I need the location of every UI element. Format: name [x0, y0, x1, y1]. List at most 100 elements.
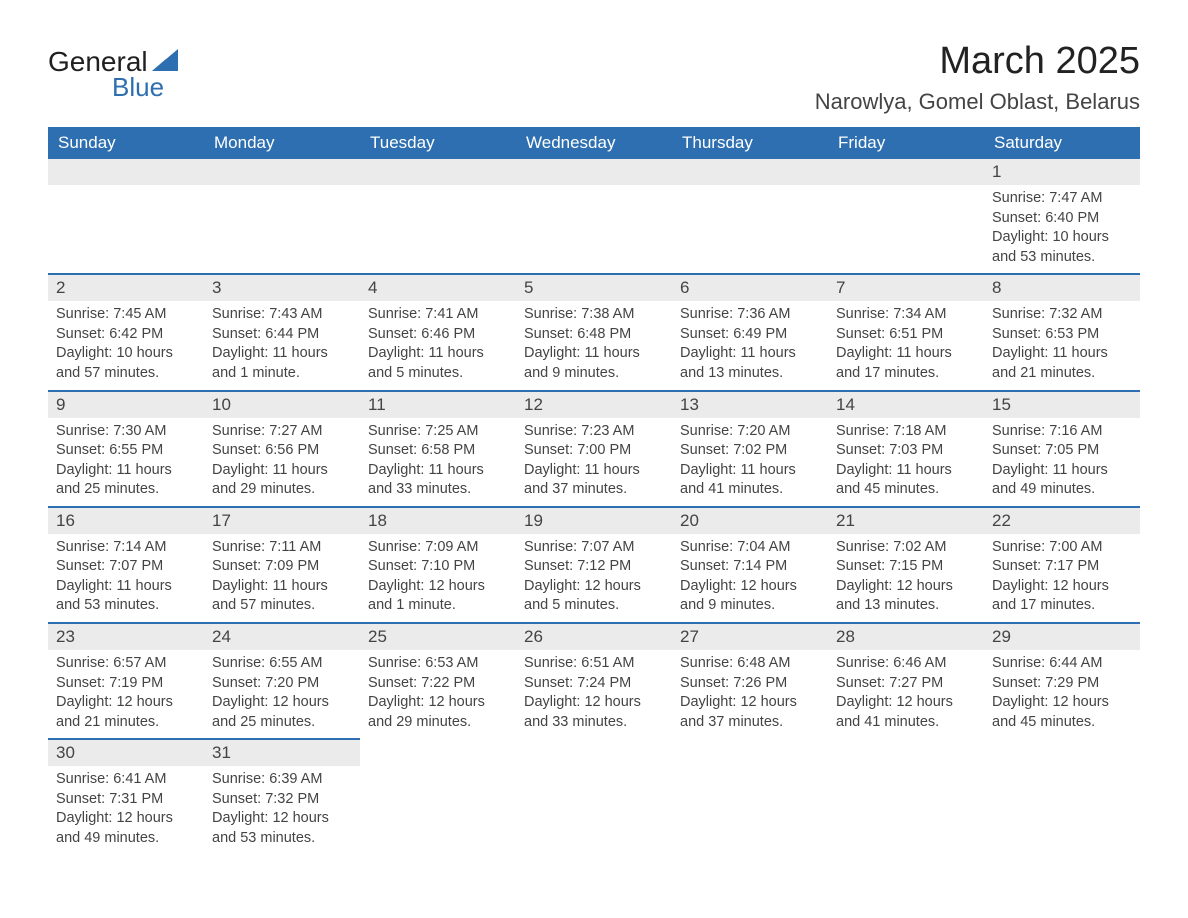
sunset-line: Sunset: 6:48 PM	[524, 325, 664, 345]
day-number	[516, 159, 672, 185]
dl1-line: Daylight: 12 hours	[680, 577, 820, 597]
calendar-day-cell: 20Sunrise: 7:04 AMSunset: 7:14 PMDayligh…	[672, 507, 828, 623]
dl2-line: and 49 minutes.	[992, 480, 1132, 500]
weekday-header: Monday	[204, 127, 360, 159]
day-number: 4	[360, 275, 516, 301]
calendar-day-cell: 26Sunrise: 6:51 AMSunset: 7:24 PMDayligh…	[516, 623, 672, 739]
day-number: 31	[204, 740, 360, 766]
location-subtitle: Narowlya, Gomel Oblast, Belarus	[815, 89, 1140, 115]
sunset-line: Sunset: 6:58 PM	[368, 441, 508, 461]
sunset-line: Sunset: 7:29 PM	[992, 674, 1132, 694]
dl2-line: and 33 minutes.	[524, 713, 664, 733]
day-details: Sunrise: 7:32 AMSunset: 6:53 PMDaylight:…	[984, 301, 1140, 389]
day-number: 29	[984, 624, 1140, 650]
day-details: Sunrise: 7:25 AMSunset: 6:58 PMDaylight:…	[360, 418, 516, 506]
dl1-line: Daylight: 12 hours	[212, 693, 352, 713]
sunset-line: Sunset: 7:32 PM	[212, 790, 352, 810]
dl1-line: Daylight: 12 hours	[992, 693, 1132, 713]
sunrise-line: Sunrise: 7:41 AM	[368, 305, 508, 325]
day-number: 17	[204, 508, 360, 534]
dl1-line: Daylight: 11 hours	[56, 577, 196, 597]
day-details: Sunrise: 7:20 AMSunset: 7:02 PMDaylight:…	[672, 418, 828, 506]
calendar-day-cell	[204, 159, 360, 274]
calendar-day-cell	[828, 739, 984, 854]
sunset-line: Sunset: 7:31 PM	[56, 790, 196, 810]
sunrise-line: Sunrise: 7:27 AM	[212, 422, 352, 442]
dl1-line: Daylight: 12 hours	[836, 577, 976, 597]
calendar-week-row: 30Sunrise: 6:41 AMSunset: 7:31 PMDayligh…	[48, 739, 1140, 854]
sunset-line: Sunset: 7:14 PM	[680, 557, 820, 577]
dl2-line: and 17 minutes.	[836, 364, 976, 384]
weekday-header: Thursday	[672, 127, 828, 159]
dl1-line: Daylight: 12 hours	[680, 693, 820, 713]
day-number: 11	[360, 392, 516, 418]
sunrise-line: Sunrise: 7:02 AM	[836, 538, 976, 558]
sunrise-line: Sunrise: 7:47 AM	[992, 189, 1132, 209]
calendar-day-cell: 31Sunrise: 6:39 AMSunset: 7:32 PMDayligh…	[204, 739, 360, 854]
calendar-day-cell: 4Sunrise: 7:41 AMSunset: 6:46 PMDaylight…	[360, 274, 516, 390]
day-details: Sunrise: 7:34 AMSunset: 6:51 PMDaylight:…	[828, 301, 984, 389]
day-number	[360, 159, 516, 185]
dl2-line: and 9 minutes.	[680, 596, 820, 616]
day-number	[516, 739, 672, 765]
calendar-day-cell: 9Sunrise: 7:30 AMSunset: 6:55 PMDaylight…	[48, 391, 204, 507]
sunset-line: Sunset: 7:27 PM	[836, 674, 976, 694]
day-number: 24	[204, 624, 360, 650]
dl2-line: and 29 minutes.	[368, 713, 508, 733]
sunset-line: Sunset: 7:00 PM	[524, 441, 664, 461]
dl1-line: Daylight: 11 hours	[56, 461, 196, 481]
day-details: Sunrise: 6:39 AMSunset: 7:32 PMDaylight:…	[204, 766, 360, 854]
day-number: 3	[204, 275, 360, 301]
weekday-header-row: Sunday Monday Tuesday Wednesday Thursday…	[48, 127, 1140, 159]
calendar-day-cell	[360, 739, 516, 854]
day-details: Sunrise: 6:57 AMSunset: 7:19 PMDaylight:…	[48, 650, 204, 738]
sunset-line: Sunset: 6:56 PM	[212, 441, 352, 461]
day-number: 30	[48, 740, 204, 766]
dl2-line: and 9 minutes.	[524, 364, 664, 384]
day-number: 25	[360, 624, 516, 650]
sunset-line: Sunset: 7:03 PM	[836, 441, 976, 461]
calendar-day-cell: 11Sunrise: 7:25 AMSunset: 6:58 PMDayligh…	[360, 391, 516, 507]
sunrise-line: Sunrise: 7:36 AM	[680, 305, 820, 325]
sunrise-line: Sunrise: 6:53 AM	[368, 654, 508, 674]
sunset-line: Sunset: 7:07 PM	[56, 557, 196, 577]
dl1-line: Daylight: 12 hours	[212, 809, 352, 829]
sunset-line: Sunset: 6:55 PM	[56, 441, 196, 461]
calendar-day-cell: 29Sunrise: 6:44 AMSunset: 7:29 PMDayligh…	[984, 623, 1140, 739]
dl1-line: Daylight: 11 hours	[524, 461, 664, 481]
day-details: Sunrise: 6:55 AMSunset: 7:20 PMDaylight:…	[204, 650, 360, 738]
calendar-day-cell	[828, 159, 984, 274]
day-details: Sunrise: 7:02 AMSunset: 7:15 PMDaylight:…	[828, 534, 984, 622]
sunrise-line: Sunrise: 7:38 AM	[524, 305, 664, 325]
day-number: 5	[516, 275, 672, 301]
dl2-line: and 49 minutes.	[56, 829, 196, 849]
day-details: Sunrise: 7:27 AMSunset: 6:56 PMDaylight:…	[204, 418, 360, 506]
day-number: 1	[984, 159, 1140, 185]
calendar-week-row: 23Sunrise: 6:57 AMSunset: 7:19 PMDayligh…	[48, 623, 1140, 739]
calendar-day-cell: 28Sunrise: 6:46 AMSunset: 7:27 PMDayligh…	[828, 623, 984, 739]
day-number: 14	[828, 392, 984, 418]
dl2-line: and 13 minutes.	[836, 596, 976, 616]
dl2-line: and 21 minutes.	[992, 364, 1132, 384]
sunrise-line: Sunrise: 7:00 AM	[992, 538, 1132, 558]
day-details: Sunrise: 6:53 AMSunset: 7:22 PMDaylight:…	[360, 650, 516, 738]
calendar-day-cell: 17Sunrise: 7:11 AMSunset: 7:09 PMDayligh…	[204, 507, 360, 623]
dl1-line: Daylight: 12 hours	[368, 693, 508, 713]
sunset-line: Sunset: 6:40 PM	[992, 209, 1132, 229]
day-number: 16	[48, 508, 204, 534]
day-details: Sunrise: 6:46 AMSunset: 7:27 PMDaylight:…	[828, 650, 984, 738]
day-number: 22	[984, 508, 1140, 534]
calendar-day-cell	[672, 159, 828, 274]
dl2-line: and 1 minute.	[212, 364, 352, 384]
day-number: 23	[48, 624, 204, 650]
sunrise-line: Sunrise: 7:32 AM	[992, 305, 1132, 325]
page-header: General Blue March 2025 Narowlya, Gomel …	[48, 40, 1140, 115]
day-number: 19	[516, 508, 672, 534]
dl2-line: and 37 minutes.	[680, 713, 820, 733]
sunrise-line: Sunrise: 7:30 AM	[56, 422, 196, 442]
calendar-day-cell: 12Sunrise: 7:23 AMSunset: 7:00 PMDayligh…	[516, 391, 672, 507]
dl2-line: and 45 minutes.	[992, 713, 1132, 733]
sunset-line: Sunset: 7:10 PM	[368, 557, 508, 577]
dl1-line: Daylight: 10 hours	[56, 344, 196, 364]
sunset-line: Sunset: 6:46 PM	[368, 325, 508, 345]
